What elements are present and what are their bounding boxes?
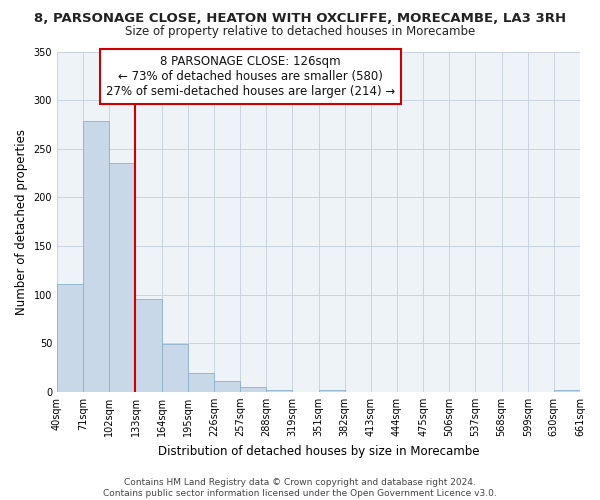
Bar [136,300,161,392]
Bar [57,284,83,392]
Bar [161,344,188,392]
X-axis label: Distribution of detached houses by size in Morecambe: Distribution of detached houses by size … [158,444,479,458]
Text: 8, PARSONAGE CLOSE, HEATON WITH OXCLIFFE, MORECAMBE, LA3 3RH: 8, PARSONAGE CLOSE, HEATON WITH OXCLIFFE… [34,12,566,26]
Text: Size of property relative to detached houses in Morecambe: Size of property relative to detached ho… [125,25,475,38]
Text: Contains HM Land Registry data © Crown copyright and database right 2024.
Contai: Contains HM Land Registry data © Crown c… [103,478,497,498]
Bar [319,390,344,392]
Y-axis label: Number of detached properties: Number of detached properties [15,128,28,314]
Bar [554,390,580,392]
Bar [266,390,292,392]
Bar [214,381,240,392]
Bar [83,120,109,392]
Text: 8 PARSONAGE CLOSE: 126sqm
← 73% of detached houses are smaller (580)
27% of semi: 8 PARSONAGE CLOSE: 126sqm ← 73% of detac… [106,55,395,98]
Bar [109,164,136,392]
Bar [188,374,214,392]
Bar [240,387,266,392]
